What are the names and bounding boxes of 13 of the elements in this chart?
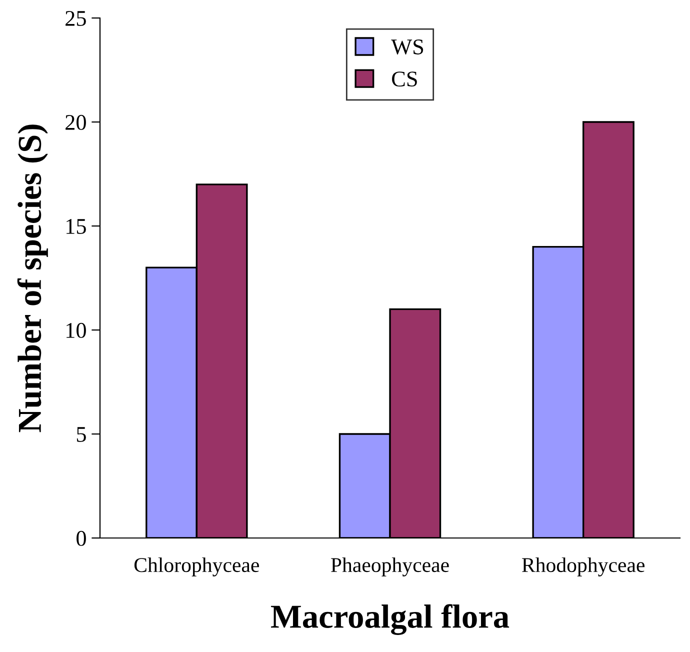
y-tick-label: 5 bbox=[76, 427, 86, 442]
legend-label: WS bbox=[391, 40, 424, 55]
y-tick-label: 25 bbox=[66, 10, 86, 26]
y-tick-label: 20 bbox=[66, 114, 86, 130]
x-tick-label: Phaeophyceae bbox=[331, 557, 449, 576]
y-tick-label: 15 bbox=[66, 219, 86, 234]
y-tick-label: 0 bbox=[76, 530, 86, 546]
y-tick-label: 10 bbox=[66, 322, 86, 338]
legend-label: CS bbox=[392, 72, 417, 87]
x-axis-title: Macroalgal flora bbox=[270, 604, 510, 635]
y-axis-title: Number of species (S) bbox=[17, 124, 48, 432]
x-tick-label: Rhodophyceae bbox=[522, 557, 645, 576]
x-tick-label: Chlorophyceae bbox=[134, 557, 259, 576]
